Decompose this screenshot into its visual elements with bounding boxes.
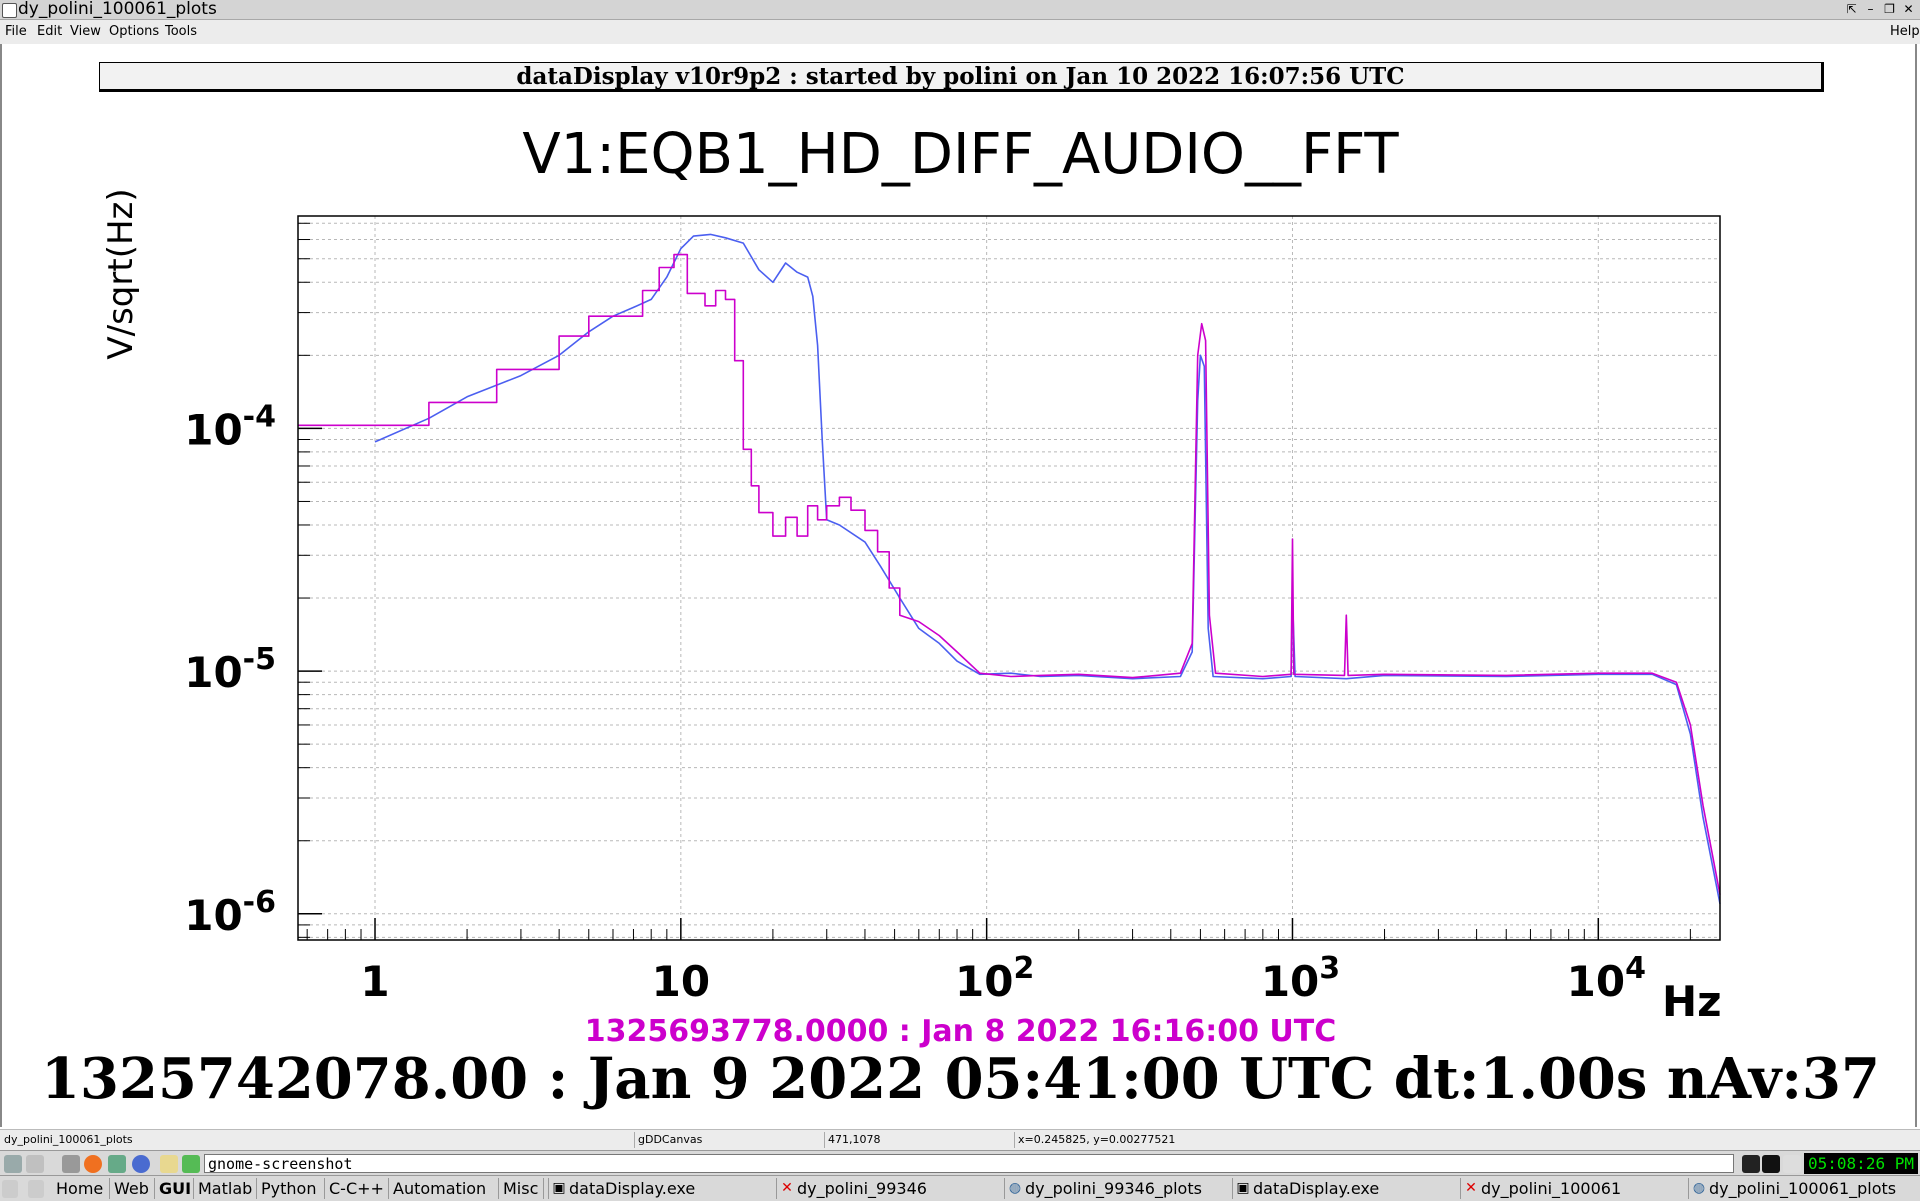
task-datadisplay-2[interactable]: ▣ dataDisplay.exe [1232,1178,1460,1199]
reference-timestamp: 1325693778.0000 : Jan 8 2022 16:16:00 UT… [584,1014,1337,1049]
y-tick-label: 10-6 [184,885,276,940]
launcher-cpp[interactable]: C-C++ [325,1178,389,1199]
panel-top: gnome-screenshot 05:08:26 PM [0,1150,1920,1176]
launcher-misc[interactable]: Misc [499,1178,544,1199]
axis-ticks [298,222,1691,940]
y-tick-label: 10-4 [184,399,276,454]
app-icon [2,3,17,18]
y-axis-label: V/sqrt(Hz) [101,188,141,359]
x-tick-label: 104 [1567,951,1646,1006]
x-tick-label: 103 [1261,951,1340,1006]
panel-bottom: Home Web GUI Matlab Python C-C++ Automat… [0,1175,1920,1201]
terminal-icon: ▣ [1236,1180,1250,1196]
cpu-graph-icon [1742,1155,1760,1173]
task-label: dataDisplay.exe [569,1179,696,1198]
current-timestamp: 1325742078.00 : Jan 9 2022 05:41:00 UTC … [41,1046,1880,1112]
x-tick-label: 1 [360,957,389,1006]
maximize-button[interactable]: ❐ [1884,2,1895,16]
y-tick-label: 10-5 [184,642,276,697]
menu-edit[interactable]: Edit [37,24,63,39]
task-datadisplay-1[interactable]: ▣ dataDisplay.exe [548,1178,776,1199]
terminal-icon[interactable] [62,1155,80,1173]
menubar: File Edit View Options Tools Help [0,20,1920,44]
header-banner: dataDisplay v10r9p2 : started by polini … [99,62,1824,92]
fft-chart[interactable]: 1 10 102 103 104 10-4 10-5 10-6 V/sqrt(Hz) Hz [2,44,1919,1044]
monitor-icon[interactable] [182,1155,200,1173]
menu-file[interactable]: File [5,24,27,39]
desktop-icon[interactable] [26,1155,44,1173]
window-titlebar[interactable]: dy_polini_100061_plots ⇱ – ❐ ✕ [0,0,1920,20]
status-pixel: 471,1078 [828,1132,1015,1148]
series-layer [298,233,1721,904]
plot-canvas[interactable]: dataDisplay v10r9p2 : started by polini … [0,44,1917,1127]
x-axis-label: Hz [1662,977,1722,1026]
settings-icon[interactable] [108,1155,126,1173]
x11-icon: ✕ [781,1180,793,1196]
task-dy-polini-100061-plots[interactable]: ◍ dy_polini_100061_plots [1688,1178,1920,1199]
web-icon[interactable] [132,1155,150,1173]
menu-view[interactable]: View [70,24,101,39]
chart-app-icon: ◍ [1692,1180,1706,1196]
menu-options[interactable]: Options [109,24,160,39]
task-dy-polini-99346-plots[interactable]: ◍ dy_polini_99346_plots [1004,1178,1232,1199]
task-dy-polini-100061[interactable]: ✕ dy_polini_100061 [1460,1178,1688,1199]
menu-icon[interactable] [4,1155,22,1173]
grid [298,216,1720,940]
axis-labels: 1 10 102 103 104 10-4 10-5 10-6 [184,399,1646,1006]
pin-button[interactable]: ⇱ [1846,2,1857,16]
net-graph-icon [1762,1155,1780,1173]
series-line-1 [298,253,1721,895]
launcher-home[interactable]: Home [52,1178,110,1199]
task-label: dy_polini_99346_plots [1025,1179,1202,1198]
task-label: dy_polini_100061 [1481,1179,1622,1198]
status-coords: x=0.245825, y=0.00277521 [1018,1133,1176,1146]
plot-frame [297,215,1721,941]
launcher-python[interactable]: Python [257,1178,325,1199]
mail-icon[interactable] [1783,1155,1801,1173]
editor-icon[interactable] [160,1155,178,1173]
menu-help[interactable]: Help [1890,24,1920,39]
task-dy-polini-99346[interactable]: ✕ dy_polini_99346 [776,1178,1004,1199]
x-tick-label: 102 [955,951,1034,1006]
status-window-name: dy_polini_100061_plots [4,1132,635,1148]
launcher-matlab[interactable]: Matlab [194,1178,257,1199]
chart-app-icon: ◍ [1008,1180,1022,1196]
window-title: dy_polini_100061_plots [18,0,217,19]
show-desktop-icon[interactable] [2,1180,18,1198]
browser-icon[interactable] [84,1155,102,1173]
run-command-input[interactable]: gnome-screenshot [204,1154,1734,1173]
statusbar: dy_polini_100061_plots gDDCanvas 471,107… [0,1129,1920,1150]
clock: 05:08:26 PM [1804,1153,1918,1174]
series-line-0 [374,233,1721,904]
task-label: dy_polini_100061_plots [1709,1179,1897,1198]
launcher-gui[interactable]: GUI [155,1178,194,1199]
launcher-web[interactable]: Web [110,1178,155,1199]
menu-tools[interactable]: Tools [165,24,198,39]
minimize-button[interactable]: – [1867,2,1874,16]
x11-icon: ✕ [1465,1180,1477,1196]
close-button[interactable]: ✕ [1903,2,1914,16]
x-tick-label: 10 [652,957,710,1006]
window-list-icon[interactable] [28,1180,44,1198]
launcher-automation[interactable]: Automation [389,1178,499,1199]
task-label: dy_polini_99346 [797,1179,927,1198]
task-label: dataDisplay.exe [1253,1179,1380,1198]
plot-title: V1:EQB1_HD_DIFF_AUDIO__FFT [522,122,1399,187]
terminal-icon: ▣ [552,1180,566,1196]
status-canvas: gDDCanvas [638,1132,825,1148]
